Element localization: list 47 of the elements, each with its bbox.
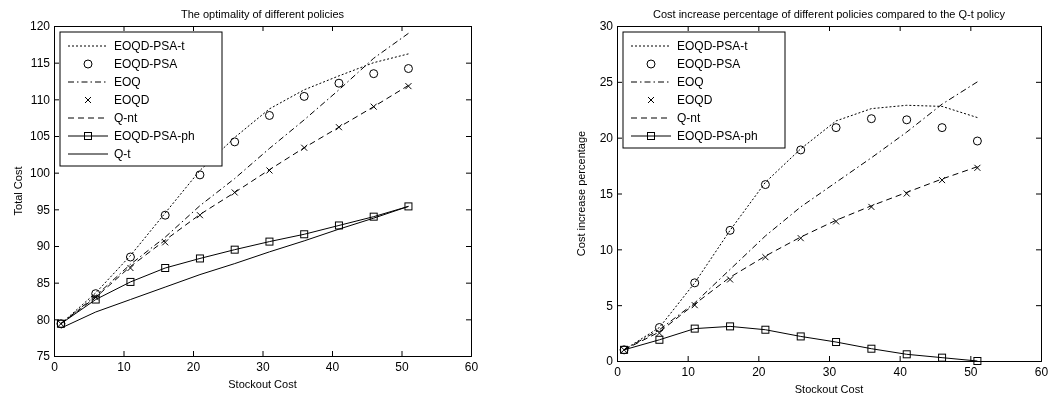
legend-label: EOQD-PSA — [114, 57, 178, 71]
x-tick-label: 30 — [256, 359, 270, 374]
y-tick-label: 75 — [36, 349, 51, 364]
x-tick-label: 50 — [395, 359, 409, 374]
y-tick-label: 20 — [599, 131, 614, 146]
y-tick-label: 85 — [36, 276, 51, 291]
x-tick-label: 40 — [893, 364, 908, 379]
x-tick-label: 50 — [964, 364, 978, 379]
y-tick-label: 90 — [36, 239, 51, 254]
legend-label: EOQ — [677, 75, 704, 89]
y-tick-label: 95 — [36, 202, 51, 217]
x-tick-label: 40 — [325, 359, 340, 374]
legend-label: EOQD — [114, 93, 150, 107]
y-tick-label: 120 — [29, 19, 51, 34]
legend-label: Q-nt — [677, 111, 701, 125]
x-tick-label: 20 — [752, 364, 766, 379]
legend-label: EOQ — [114, 75, 141, 89]
x-tick-label: 10 — [681, 364, 696, 379]
x-tick-label: 10 — [117, 359, 131, 374]
legend-label: EOQD — [677, 93, 713, 107]
x-tick-label: 20 — [186, 359, 201, 374]
x-tick-label: 60 — [1034, 364, 1049, 379]
y-tick-label: 25 — [599, 75, 614, 90]
legend-label: EOQD-PSA — [677, 57, 741, 71]
legend-label: EOQD-PSA-t — [677, 39, 749, 53]
y-tick-label: 115 — [30, 56, 51, 71]
y-axis-title: Total Cost — [12, 166, 24, 216]
chart-title: Cost increase percentage of different policies compared to the Q-t policy — [653, 8, 1006, 20]
y-tick-label: 5 — [606, 298, 614, 313]
x-axis-title: Stockout Cost — [228, 378, 297, 390]
legend-label: EOQD-PSA-ph — [114, 129, 195, 143]
y-tick-label: 80 — [36, 312, 51, 327]
legend-label: EOQD-PSA-t — [114, 39, 186, 53]
legend-label: Q-t — [114, 147, 132, 161]
y-tick-label: 30 — [599, 19, 614, 34]
y-tick-label: 110 — [30, 92, 51, 107]
legend-label: EOQD-PSA-ph — [677, 129, 758, 143]
y-tick-label: 105 — [29, 129, 51, 144]
y-tick-label: 10 — [599, 242, 614, 257]
x-tick-label: 30 — [822, 364, 837, 379]
x-tick-label: 60 — [464, 359, 479, 374]
chart-title: The optimality of different policies — [180, 8, 345, 20]
y-tick-label: 15 — [599, 186, 614, 201]
y-tick-label: 100 — [29, 166, 51, 181]
y-axis-title: Cost increase percentage — [575, 130, 587, 257]
legend-label: Q-nt — [114, 111, 138, 125]
x-axis-title: Stockout Cost — [794, 383, 864, 395]
